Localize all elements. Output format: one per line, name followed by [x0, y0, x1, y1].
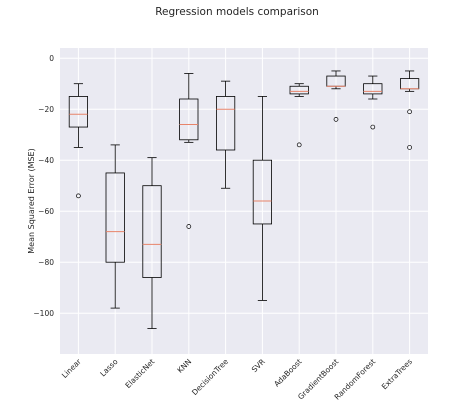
x-tick-label: ExtraTrees: [380, 357, 414, 391]
x-tick-label: SVR: [250, 357, 267, 374]
box-iqr: [68, 96, 88, 128]
box-iqr: [252, 159, 272, 225]
box-randomforest: [363, 75, 383, 130]
outlier-point: [370, 124, 376, 130]
y-tick-label: −60: [38, 207, 54, 216]
plot-area: [60, 48, 428, 354]
boxes-group: [68, 70, 420, 329]
y-tick-label: 0: [49, 54, 54, 63]
box-svr: [252, 96, 272, 301]
box-linear: [68, 83, 88, 199]
outlier-point: [186, 224, 192, 229]
gridlines: [60, 48, 428, 354]
y-tick-label: −100: [33, 309, 54, 318]
y-tick-label: −80: [38, 258, 54, 267]
box-extratrees: [399, 70, 420, 150]
x-tick-label: KNN: [175, 357, 193, 375]
box-lasso: [105, 144, 125, 309]
outlier-point: [76, 193, 81, 199]
x-tick-label: AdaBoost: [272, 357, 304, 389]
x-tick-label: DecisionTree: [190, 357, 230, 397]
box-elasticnet: [142, 157, 162, 329]
outlier-point: [296, 142, 302, 148]
box-decisiontree: [215, 80, 236, 189]
outlier-point: [407, 145, 412, 150]
box-iqr: [289, 85, 309, 95]
x-tick-label: Linear: [60, 356, 83, 379]
y-tick-label: −20: [38, 105, 54, 114]
outlier-point: [333, 117, 339, 122]
x-tick-label: Lasso: [98, 357, 120, 379]
y-tick-label: −40: [38, 156, 54, 165]
box-iqr: [363, 83, 383, 95]
chart-title: Regression models comparison: [155, 6, 319, 18]
y-axis-label: Mean Squared Error (MSE): [27, 148, 36, 253]
box-iqr: [179, 98, 199, 141]
box-iqr: [142, 185, 162, 278]
y-axis-ticks: 0 −20 −40 −60 −80 −100: [33, 54, 54, 318]
x-tick-label: ElasticNet: [123, 357, 156, 390]
outlier-point: [407, 109, 412, 115]
box-knn: [179, 73, 199, 229]
box-iqr: [215, 96, 236, 151]
box-adaboost: [289, 83, 309, 148]
box-gradientboost: [326, 70, 346, 122]
box-iqr: [105, 172, 125, 263]
